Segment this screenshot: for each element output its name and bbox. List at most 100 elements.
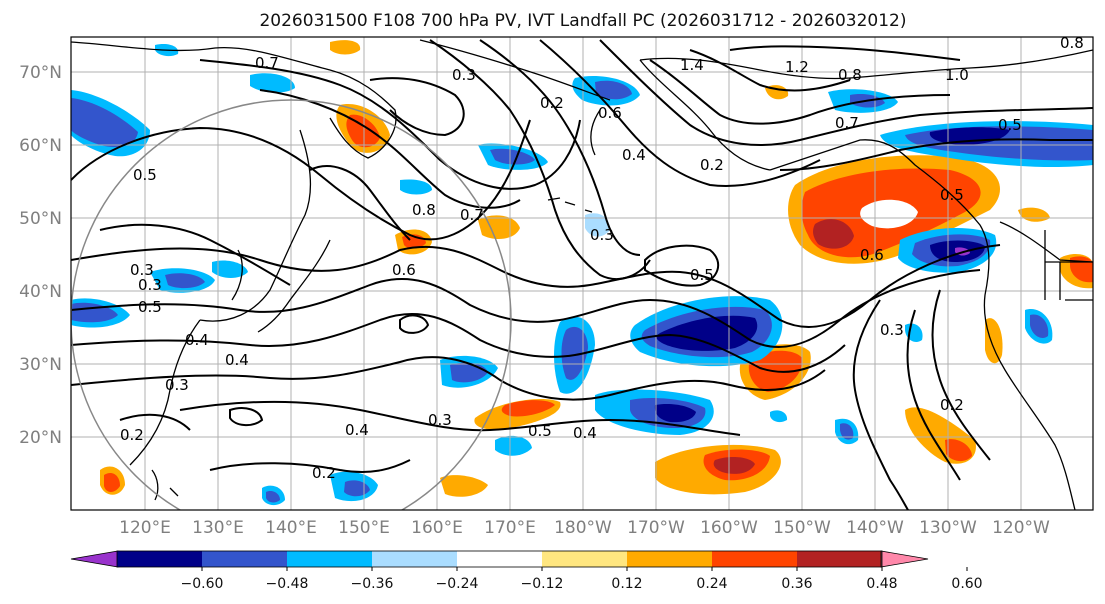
colorbar-tick-label: 0.60	[951, 576, 982, 592]
colorbar-tick-label: 0.24	[696, 576, 727, 592]
positive-anomaly-great-basin-core	[1070, 256, 1093, 283]
negative-anomaly-korea	[212, 260, 248, 278]
negative-anomaly-okhotsk	[250, 73, 295, 93]
map-frame	[70, 36, 1094, 511]
contour-label: 0.3	[138, 276, 162, 294]
latitude-labels: 70°N 60°N 50°N 40°N 30°N 20°N	[19, 63, 62, 448]
lon-label: 120°W	[992, 518, 1050, 538]
lon-label: 170°E	[484, 518, 536, 538]
lon-label: 150°W	[773, 518, 831, 538]
lon-label: 160°E	[411, 518, 463, 538]
contour-label: 0.3	[880, 321, 904, 339]
contour-label: 0.5	[998, 116, 1022, 134]
colorbar-extend-max	[880, 550, 929, 568]
lat-label: 50°N	[19, 209, 62, 229]
colorbar-tick-label: −0.60	[181, 576, 224, 592]
colorbar-tick-label: −0.24	[436, 576, 479, 592]
negative-anomaly-bering-mid	[595, 80, 632, 100]
lat-label: 70°N	[19, 63, 62, 83]
contour-label: 0.7	[835, 114, 859, 132]
positive-anomaly-hawaii-dark	[713, 456, 755, 474]
lat-label: 40°N	[19, 282, 62, 302]
contour-label: 0.2	[700, 156, 724, 174]
positive-anomaly-north-small	[330, 40, 361, 55]
positive-anomaly-gulf-alaska-dark	[813, 219, 854, 249]
contour-label: 0.3	[428, 411, 452, 429]
colorbar-tick-label: 0.36	[781, 576, 812, 592]
contour-label: 0.3	[452, 66, 476, 84]
lat-label: 60°N	[19, 136, 62, 156]
colorbar-segment	[202, 551, 288, 567]
contour-label: 0.3	[590, 226, 614, 244]
contour-label: 0.7	[255, 54, 279, 72]
colorbar-segment	[797, 551, 883, 567]
negative-anomaly-tropics-3-mid	[266, 490, 280, 503]
colorbar-segment	[542, 551, 628, 567]
colorbar-segment	[372, 551, 458, 567]
colorbar-segment	[712, 551, 798, 567]
colorbar-segment	[117, 551, 203, 567]
positive-anomaly-kamchatka-core	[346, 114, 380, 148]
contour-labels: 0.7 0.3 0.2 0.6 0.4 1.4 1.2 0.8 1.0 0.5 …	[120, 34, 1084, 482]
negative-anomaly-california-mid	[1030, 314, 1049, 338]
coastlines	[71, 39, 1093, 510]
negative-anomaly-east-pacific-mid	[840, 423, 854, 440]
contour-label: 0.4	[185, 331, 209, 349]
longitude-labels: 120°E 130°E 140°E 150°E 160°E 170°E 180°…	[119, 518, 1050, 538]
colorbar-extend-min	[70, 550, 119, 568]
colorbar-segment	[287, 551, 373, 567]
positive-anomaly-south-central	[440, 475, 488, 497]
figure-title: 2026031500 F108 700 hPa PV, IVT Landfall…	[259, 11, 906, 31]
contour-label: 0.2	[940, 396, 964, 414]
positive-anomaly-baja-core	[945, 439, 972, 462]
contour-label: 0.6	[598, 104, 622, 122]
lon-label: 120°E	[119, 518, 171, 538]
lat-label: 30°N	[19, 355, 62, 375]
colorbar-segment	[457, 551, 543, 567]
colorbar-frame	[116, 550, 883, 568]
positive-anomaly-tropics-west-core	[104, 473, 120, 492]
contour-label: 0.6	[392, 261, 416, 279]
reference-circle	[71, 99, 512, 510]
lon-label: 160°W	[700, 518, 758, 538]
negative-anomaly-lightblue-1	[585, 213, 610, 237]
negative-anomaly-hawaii-nw-mid	[561, 326, 588, 380]
negative-anomaly-tropics	[495, 435, 532, 456]
contour-label: 0.3	[165, 376, 189, 394]
positive-anomaly-mid-pacific-core	[501, 400, 555, 417]
contour-label: 0.8	[412, 201, 436, 219]
colorbar: −0.60 −0.48 −0.36 −0.24 −0.12 0.12 0.24 0.36 0.4…	[70, 550, 983, 592]
contour-label: 0.4	[345, 421, 369, 439]
lon-label: 150°E	[338, 518, 390, 538]
colorbar-ticks: −0.60 −0.48 −0.36 −0.24 −0.12 0.12 0.24 0.36 0.4…	[181, 567, 983, 592]
contour-label: 0.2	[120, 426, 144, 444]
negative-anomaly-subtropics-core	[654, 403, 696, 423]
lon-label: 140°W	[846, 518, 904, 538]
graticule	[71, 37, 1093, 510]
lon-label: 130°E	[192, 518, 244, 538]
pv-contours	[71, 39, 1093, 510]
contour-label: 0.4	[622, 146, 646, 164]
contour-label: 0.2	[540, 94, 564, 112]
contour-label: 1.4	[680, 56, 704, 74]
contour-label: 0.5	[528, 422, 552, 440]
colorbar-tick-label: 0.12	[611, 576, 642, 592]
contour-label: 0.5	[940, 186, 964, 204]
colorbar-tick-label: −0.36	[351, 576, 394, 592]
contour-label: 0.2	[312, 464, 336, 482]
lon-label: 130°W	[919, 518, 977, 538]
positive-anomaly-california	[985, 318, 1003, 364]
contour-label: 1.0	[945, 66, 969, 84]
contour-label: 0.8	[1060, 34, 1084, 52]
contour-label: 0.7	[460, 206, 484, 224]
contour-label: 0.5	[690, 266, 714, 284]
contour-label: 0.8	[838, 66, 862, 84]
negative-anomaly-small-3	[770, 410, 788, 423]
negative-anomaly-north-pacific-core	[656, 315, 758, 351]
colorbar-tick-label: −0.48	[266, 576, 309, 592]
lon-label: 180°W	[554, 518, 612, 538]
negative-anomaly-kuril	[400, 179, 432, 195]
contour-label: 0.5	[133, 166, 157, 184]
colorbar-tick-label: 0.48	[866, 576, 897, 592]
